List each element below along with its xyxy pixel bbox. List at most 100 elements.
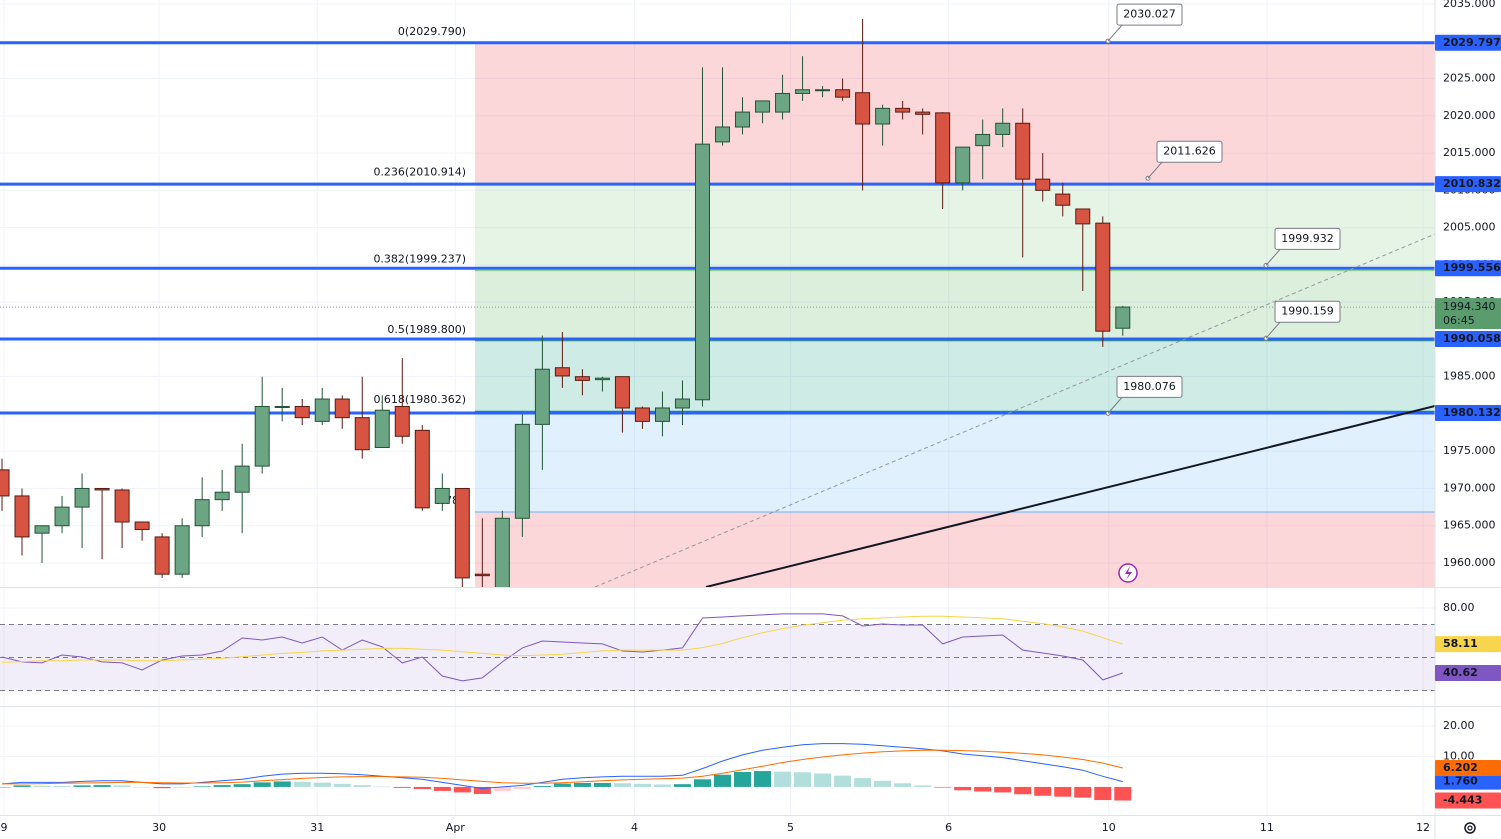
candle-body: [855, 92, 871, 125]
fib-zone: [475, 340, 1435, 412]
candle-body: [554, 367, 570, 377]
candle-body: [775, 92, 791, 113]
gear: [1464, 822, 1476, 834]
histogram-bar: [353, 785, 371, 787]
histogram-bar: [774, 771, 792, 787]
candle-body: [474, 573, 490, 577]
indicator-badge: [1435, 664, 1501, 681]
rsi-pane: [0, 613, 1435, 691]
candle-body: [895, 107, 911, 113]
countdown-label: 06:45: [1443, 314, 1475, 327]
y-tick-label: 2015.000: [1443, 146, 1496, 159]
fib-label: 0.236(2010.914): [373, 166, 466, 179]
candle-body: [694, 143, 710, 401]
candle-body: [935, 112, 951, 184]
candle-body: [254, 405, 270, 467]
histogram-bar: [373, 786, 391, 788]
y-tick-label: 2020.000: [1443, 109, 1496, 122]
candle-body: [394, 405, 410, 437]
y-tick-label: 1975.000: [1443, 444, 1496, 457]
callout-label: 2030.027: [1123, 8, 1176, 21]
callout-pointer: [1147, 161, 1163, 179]
histogram-bar: [93, 785, 111, 787]
candle-body: [534, 368, 550, 425]
y-tick-label: 2025.000: [1443, 72, 1496, 85]
x-tick-label: 30: [152, 821, 166, 834]
histogram-bar: [874, 780, 892, 787]
candle-body: [214, 491, 230, 501]
callout-label: 1980.076: [1123, 380, 1176, 393]
histogram-bar: [233, 784, 251, 787]
level-badge: [1435, 330, 1501, 347]
histogram-bar: [553, 783, 571, 787]
candle-body: [234, 465, 250, 493]
candle-body: [654, 407, 670, 422]
histogram-bar: [513, 786, 531, 790]
indicator-line: [2, 749, 1123, 785]
histogram-bar: [413, 786, 431, 790]
histogram-bar: [894, 783, 912, 787]
candle-body: [0, 469, 10, 497]
histogram-bar: [313, 782, 331, 787]
histogram-bar: [673, 784, 691, 787]
histogram-bar: [794, 772, 812, 787]
callout-box: [1156, 140, 1223, 163]
callout-label: 1990.159: [1281, 305, 1334, 318]
candle-body: [735, 111, 751, 128]
histogram-bar: [653, 784, 671, 787]
histogram-bar: [153, 786, 171, 789]
histogram-bar: [113, 785, 131, 787]
candle-body: [795, 89, 811, 94]
candle-body: [14, 495, 30, 538]
fib-label: 0(2029.790): [398, 25, 466, 38]
candle-body: [354, 417, 370, 451]
histogram-bar: [193, 786, 211, 787]
histogram-bar: [1074, 786, 1092, 798]
indicator-line: [1, 613, 1123, 682]
histogram-bar: [33, 785, 51, 787]
indicator-badge: [1435, 760, 1501, 777]
fib-zone: [475, 183, 1435, 271]
fib-label: 0.382(1999.237): [373, 253, 466, 266]
trend-line-dashed: [594, 233, 1435, 587]
histogram-bar: [1114, 786, 1132, 801]
histogram-bar: [253, 782, 271, 787]
candle-body: [875, 107, 891, 125]
histogram-bar: [1014, 786, 1032, 795]
candle-body: [835, 89, 851, 98]
histogram-bar: [393, 786, 411, 788]
x-tick-label: 31: [310, 821, 324, 834]
histogram-bar: [293, 781, 311, 787]
histogram-bar: [13, 785, 31, 787]
settings-icon[interactable]: [1464, 822, 1476, 834]
candle-body: [594, 377, 610, 381]
histogram-badge: [1435, 792, 1501, 809]
histogram-bar: [1054, 786, 1072, 797]
candle-body: [574, 376, 590, 381]
candle-body: [634, 407, 650, 422]
x-tick-label: 6: [945, 821, 952, 834]
histogram-bar: [954, 786, 972, 791]
histogram-bar: [713, 774, 732, 787]
indicator-badge-label: 40.62: [1443, 666, 1478, 679]
indicator-badge: [1435, 773, 1501, 790]
histogram-bar: [173, 786, 191, 788]
x-tick-label: 12: [1416, 821, 1430, 834]
level-badge: [1435, 34, 1501, 51]
level-badge: [1435, 404, 1501, 421]
candle-body: [274, 405, 290, 408]
y-tick-label: 10.00: [1443, 749, 1475, 762]
x-tick-label: 5: [787, 821, 794, 834]
indicator-badge-label: 6.202: [1443, 761, 1478, 774]
y-tick-label: 80.00: [1443, 601, 1475, 614]
candle-body: [614, 376, 630, 409]
histogram-bar: [934, 786, 952, 788]
level-badge-label: 1999.556: [1443, 261, 1501, 274]
callout-pointer: [1265, 321, 1281, 339]
candle-body: [134, 521, 150, 530]
rsi-band: [0, 624, 1435, 691]
candle-body: [94, 487, 110, 491]
last-price-badge: [1435, 298, 1501, 330]
